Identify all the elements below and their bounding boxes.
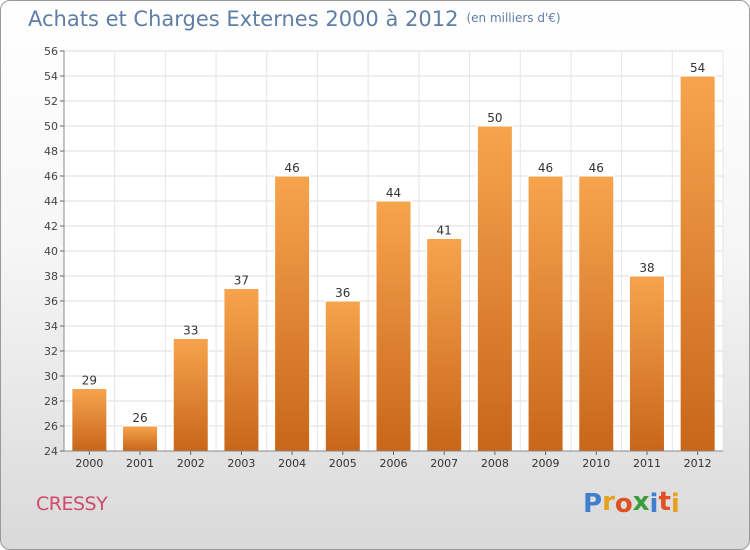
bar [578,175,615,452]
data-label: 26 [132,411,147,425]
y-tick-label: 38 [44,270,58,283]
bar [527,175,564,452]
y-tick-label: 44 [44,195,58,208]
y-tick-label: 56 [44,45,58,58]
data-label: 46 [589,161,604,175]
x-tick-label: 2001 [126,457,154,470]
x-tick-label: 2003 [227,457,255,470]
data-label: 29 [82,374,97,388]
logo-letter: x [632,487,650,517]
logo-letter: r [602,487,615,517]
data-label: 46 [284,161,299,175]
logo-letter: o [614,489,633,519]
x-tick-label: 2007 [430,457,458,470]
data-label: 33 [183,324,198,338]
y-tick-label: 50 [44,120,58,133]
data-label: 54 [690,61,705,75]
bar [426,238,463,452]
unit-label: (en milliers d'€) [466,11,561,25]
y-tick-label: 34 [44,320,58,333]
bar [223,288,260,452]
data-label: 37 [234,274,249,288]
data-label: 36 [335,286,350,300]
title-text: Achats et Charges Externes 2000 à 2012 [28,7,459,31]
bar [274,175,311,452]
y-tick-label: 30 [44,370,58,383]
y-tick-label: 24 [44,445,58,458]
y-tick-label: 46 [44,170,58,183]
logo-letter: t [658,487,671,517]
bar [172,338,209,452]
logo-letter: i [649,489,659,519]
data-label: 38 [639,261,654,275]
x-tick-label: 2005 [329,457,357,470]
data-label: 50 [487,111,502,125]
y-tick-label: 36 [44,295,58,308]
x-tick-label: 2011 [633,457,661,470]
x-tick-label: 2000 [75,457,103,470]
data-label: 44 [386,186,401,200]
x-tick-label: 2004 [278,457,306,470]
y-tick-label: 40 [44,245,58,258]
axes: 24 26 28 30 32 34 36 38 40 42 44 46 48 50 52 54 56 2000 20… [44,45,723,470]
x-tick-label: 2009 [532,457,560,470]
commune-name: CRESSY [36,493,108,515]
y-tick-label: 42 [44,220,58,233]
y-tick-label: 52 [44,95,58,108]
bar [476,125,513,452]
bar [122,425,159,452]
bar [324,300,361,452]
bar [679,75,716,452]
bar [71,388,108,452]
y-tick-label: 48 [44,145,58,158]
x-tick-label: 2008 [481,457,509,470]
x-tick-label: 2010 [582,457,610,470]
y-tick-label: 28 [44,395,58,408]
logo-letter: P [583,489,603,519]
bars: 29 26 33 37 46 36 44 41 50 46 46 38 54 [71,61,716,452]
bar [628,275,665,452]
proxiti-logo: Proxiti [583,487,680,519]
x-tick-label: 2002 [177,457,205,470]
data-label: 41 [437,224,452,238]
x-tick-label: 2012 [684,457,712,470]
y-tick-label: 54 [44,70,58,83]
bar [375,200,412,452]
logo-letter: i [670,489,680,519]
data-label: 46 [538,161,553,175]
y-tick-label: 32 [44,345,58,358]
chart-title: Achats et Charges Externes 2000 à 2012 (e… [28,7,561,31]
y-tick-label: 26 [44,420,58,433]
x-tick-label: 2006 [380,457,408,470]
